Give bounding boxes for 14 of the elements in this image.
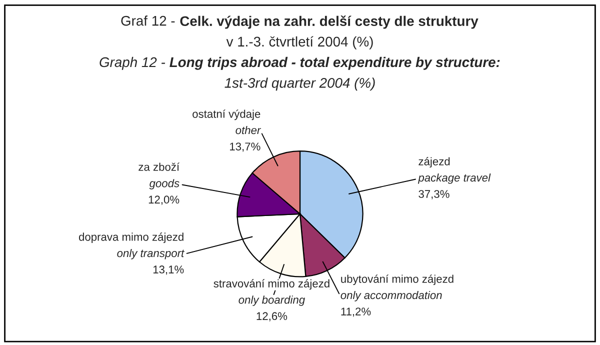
chart-title: Graf 12 - Celk. výdaje na zahr. delší cesty dle struktury v 1.-3. čtvrtletí 2004 (%): [121, 16, 478, 50]
data-label: 12,0%: [148, 196, 180, 205]
slice-label: ostatní výdaje other: [192, 110, 262, 134]
slice-label: za zboží goods: [138, 162, 180, 190]
data-label: 12,6%: [256, 312, 288, 322]
data-label: 37,3%: [418, 190, 450, 200]
slice-label: ubytování mimo zájezd only accommodation: [340, 274, 454, 302]
data-label: 11,2%: [341, 308, 371, 317]
slice-label: doprava mimo zájezd only transport: [78, 232, 184, 260]
data-label: 13,1%: [153, 266, 184, 275]
chart-subtitle: Graph 12 - Long trips abroad - total expenditure by structure: 1st-3rd quarter 2004 (%): [100, 56, 500, 91]
slice-label: zájezd package travel: [418, 157, 491, 184]
slice-label: stravování mimo zájezd only boarding: [214, 279, 330, 306]
data-label: 13,7%: [230, 142, 260, 152]
